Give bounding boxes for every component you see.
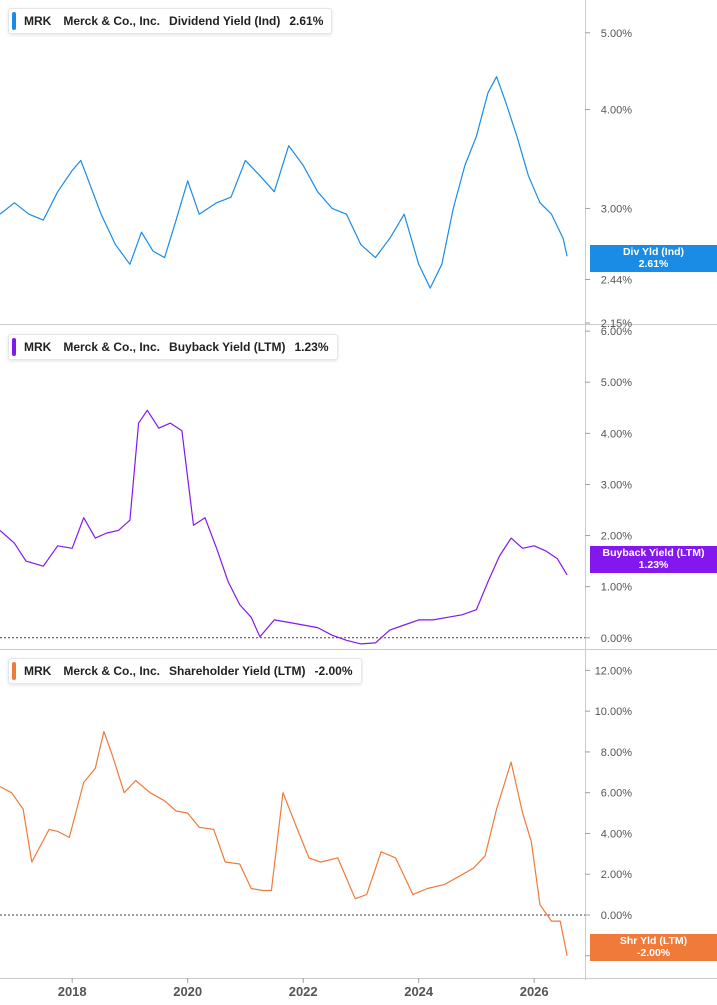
legend-company: Merck & Co., Inc. xyxy=(63,340,161,354)
tag-label: Shr Yld (LTM) xyxy=(619,935,688,947)
y-tick-label: 5.00% xyxy=(601,377,632,389)
y-tick-label: 0.00% xyxy=(601,910,632,922)
series-color-swatch xyxy=(12,12,16,30)
legend-value: 2.61% xyxy=(289,14,324,28)
legend-ticker: MRK xyxy=(24,664,52,678)
y-tick-label: 4.00% xyxy=(601,105,632,117)
legend-value: -2.00% xyxy=(314,664,353,678)
series-line xyxy=(0,730,568,956)
y-tick-label: 0.00% xyxy=(601,633,632,645)
tag-label: Div Yld (Ind) xyxy=(622,246,685,258)
tag-value: -2.00% xyxy=(636,947,671,959)
tag-value: 1.23% xyxy=(638,559,669,571)
legend-shareholder-yield: MRK Merck & Co., Inc. Shareholder Yield … xyxy=(8,658,362,684)
y-tick-label: 8.00% xyxy=(601,747,632,759)
y-tick-label: 2.44% xyxy=(601,274,632,286)
series-line xyxy=(0,76,568,289)
last-value-tag-buyback: Buyback Yield (LTM) 1.23% xyxy=(590,546,717,573)
tag-label: Buyback Yield (LTM) xyxy=(602,547,705,559)
series-color-swatch xyxy=(12,338,16,356)
legend-dividend-yield: MRK Merck & Co., Inc. Dividend Yield (In… xyxy=(8,8,333,34)
y-tick-label: 1.00% xyxy=(601,582,632,594)
series-line xyxy=(0,409,568,645)
last-value-tag-dividend: Div Yld (Ind) 2.61% xyxy=(590,245,717,272)
legend-company: Merck & Co., Inc. xyxy=(63,664,161,678)
y-tick-label: 2.00% xyxy=(601,531,632,543)
legend-value: 1.23% xyxy=(294,340,329,354)
y-tick-label: 4.00% xyxy=(601,428,632,440)
y-tick-label: 3.00% xyxy=(601,479,632,491)
y-tick-label: 2.15% xyxy=(601,318,632,330)
y-tick-label: 6.00% xyxy=(601,788,632,800)
series-color-swatch xyxy=(12,662,16,680)
legend-company: Merck & Co., Inc. xyxy=(63,14,161,28)
y-tick-label: 6.00% xyxy=(601,326,632,338)
x-tick-label: 2018 xyxy=(58,984,87,999)
x-tick-label: 2020 xyxy=(173,984,202,999)
y-tick-label: 2.00% xyxy=(601,869,632,881)
legend-ticker: MRK xyxy=(24,14,52,28)
legend-ticker: MRK xyxy=(24,340,52,354)
legend-metric: Shareholder Yield (LTM) xyxy=(169,664,306,678)
last-value-tag-shareholder: Shr Yld (LTM) -2.00% xyxy=(590,934,717,961)
y-tick-label: 4.00% xyxy=(601,828,632,840)
y-tick-label: 12.00% xyxy=(595,665,633,677)
tag-value: 2.61% xyxy=(638,258,669,270)
x-tick-label: 2024 xyxy=(404,984,434,999)
x-tick-label: 2022 xyxy=(289,984,318,999)
legend-metric: Buyback Yield (LTM) xyxy=(169,340,286,354)
legend-buyback-yield: MRK Merck & Co., Inc. Buyback Yield (LTM… xyxy=(8,334,338,360)
x-tick-label: 2026 xyxy=(520,984,549,999)
legend-metric: Dividend Yield (Ind) xyxy=(169,14,281,28)
y-tick-label: 10.00% xyxy=(595,706,633,718)
y-tick-label: 3.00% xyxy=(601,203,632,215)
y-tick-label: 5.00% xyxy=(601,28,632,40)
